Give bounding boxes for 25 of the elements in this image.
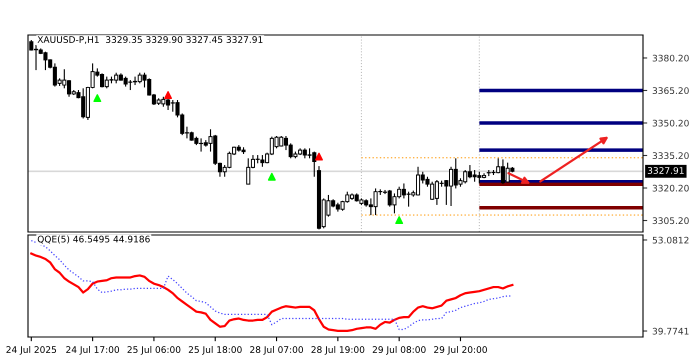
x-tick-label: 25 Jul 18:00 bbox=[188, 346, 242, 355]
y-tick-label: 53.0812 bbox=[652, 236, 688, 244]
x-tick-label: 28 Jul 19:00 bbox=[311, 346, 364, 355]
x-tick-label: 25 Jul 06:00 bbox=[128, 346, 180, 355]
y-tick-label: 3335.20 bbox=[652, 152, 689, 160]
y-tick-label: 39.7741 bbox=[652, 328, 689, 335]
x-tick-label: 28 Jul 07:00 bbox=[250, 346, 304, 355]
y-tick-label: 3305.20 bbox=[652, 217, 689, 224]
point bbox=[315, 152, 323, 161]
ref-line-label: 3327.91 bbox=[648, 167, 684, 174]
y-tick-label: 3320.20 bbox=[652, 184, 689, 192]
line-series bbox=[30, 252, 514, 332]
x-tick-label: 24 Jul 2025 bbox=[6, 346, 56, 355]
x-tick-label: 29 Jul 08:00 bbox=[372, 346, 426, 355]
chart-title: QQE(5) 46.5495 44.9186 bbox=[38, 236, 150, 244]
y-tick-label: 3380.20 bbox=[652, 54, 689, 62]
point bbox=[268, 172, 276, 181]
x-tick-label: 29 Jul 20:00 bbox=[434, 346, 487, 355]
y-tick-label: 3350.20 bbox=[652, 120, 689, 127]
point bbox=[93, 94, 102, 102]
point bbox=[395, 216, 404, 224]
x-tick-label: 24 Jul 17:00 bbox=[66, 346, 120, 355]
y-tick-label: 3365.20 bbox=[652, 87, 689, 94]
chart-title: XAUUSD-P,H1 3329.35 3329.90 3327.45 3327.91 bbox=[37, 36, 262, 44]
point bbox=[164, 91, 172, 99]
